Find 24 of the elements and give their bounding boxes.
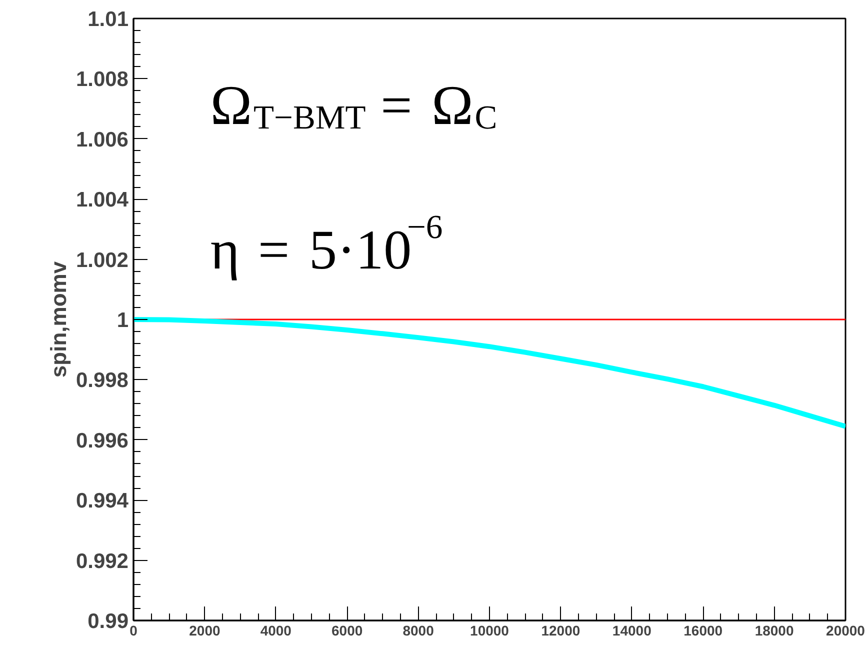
x-tick-label: 6000 [332, 622, 363, 638]
x-tick-label: 20000 [826, 622, 865, 638]
y-tick-label: 1.008 [76, 68, 129, 92]
y-tick-label: 0.998 [76, 369, 129, 392]
annotation: Ω⃗T−BMT = Ω⃗C [210, 74, 517, 137]
y-tick-label: 0.994 [76, 490, 129, 513]
x-tick-label: 8000 [402, 622, 434, 638]
y-axis-title: spin,momv [46, 260, 71, 378]
y-tick-label: 1.004 [76, 188, 129, 212]
x-tick-label: 0 [130, 622, 138, 638]
x-tick-label: 12000 [541, 622, 580, 638]
y-tick-label: 0.99 [88, 610, 129, 633]
x-tick-label: 4000 [260, 622, 292, 638]
y-tick-label: 1.002 [76, 248, 129, 272]
x-tick-label: 18000 [754, 622, 794, 638]
y-tick-label: 0.996 [76, 429, 129, 452]
x-tick-label: 10000 [470, 622, 510, 638]
x-tick-label: 16000 [684, 622, 723, 638]
x-tick-label: 14000 [612, 622, 652, 638]
y-tick-label: 1 [116, 309, 129, 332]
y-tick-label: 0.992 [76, 550, 129, 573]
y-tick-label: 1.01 [88, 8, 129, 31]
x-tick-label: 2000 [189, 622, 220, 638]
y-tick-label: 1.006 [76, 128, 129, 152]
